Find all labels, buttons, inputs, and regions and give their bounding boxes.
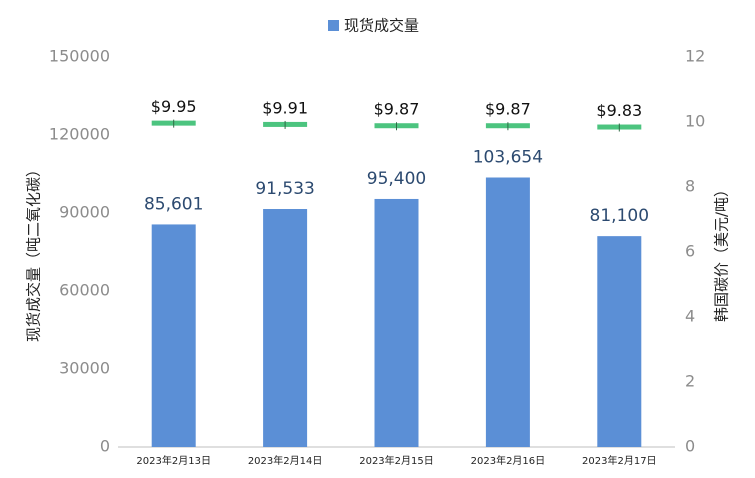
y-axis-title: 现货成交量（吨二氧化碳）: [25, 162, 43, 342]
x-tick-label: 2023年2月16日: [471, 454, 546, 467]
bar-value-label: 85,601: [144, 194, 203, 214]
bar-value-label: 91,533: [255, 179, 314, 199]
y-tick-label: 90000: [59, 203, 110, 222]
y-tick-label: 0: [100, 437, 110, 456]
price-label: $9.91: [262, 98, 308, 117]
bar: [151, 224, 196, 447]
bar: [374, 198, 419, 447]
price-label: $9.87: [485, 100, 531, 119]
price-label: $9.95: [151, 97, 197, 116]
bar-value-label: 103,654: [473, 147, 543, 167]
bar-value-label: 95,400: [367, 169, 426, 189]
bar: [263, 209, 308, 447]
y-tick-label: 120000: [49, 125, 110, 144]
bar: [597, 236, 642, 447]
price-label: $9.83: [596, 101, 642, 120]
y2-tick-label: 0: [685, 437, 695, 456]
price-label: $9.87: [374, 100, 420, 119]
y2-axis-title: 韩国碳价（美元/吨）: [713, 182, 731, 322]
legend-swatch: [328, 20, 339, 31]
y2-tick-label: 6: [685, 242, 695, 261]
y2-tick-label: 12: [685, 47, 705, 66]
y-tick-label: 30000: [59, 359, 110, 378]
bar: [485, 177, 530, 447]
x-tick-label: 2023年2月17日: [582, 454, 657, 467]
x-tick-label: 2023年2月14日: [248, 454, 323, 467]
y-tick-label: 60000: [59, 281, 110, 300]
y2-tick-label: 8: [685, 177, 695, 196]
y2-tick-label: 2: [685, 372, 695, 391]
x-tick-label: 2023年2月13日: [136, 454, 211, 467]
bar-value-label: 81,100: [590, 206, 649, 226]
y2-tick-label: 4: [685, 307, 695, 326]
y-tick-label: 150000: [49, 47, 110, 66]
legend-label: 现货成交量: [344, 17, 419, 35]
y2-tick-label: 10: [685, 112, 705, 131]
x-tick-label: 2023年2月15日: [359, 454, 434, 467]
